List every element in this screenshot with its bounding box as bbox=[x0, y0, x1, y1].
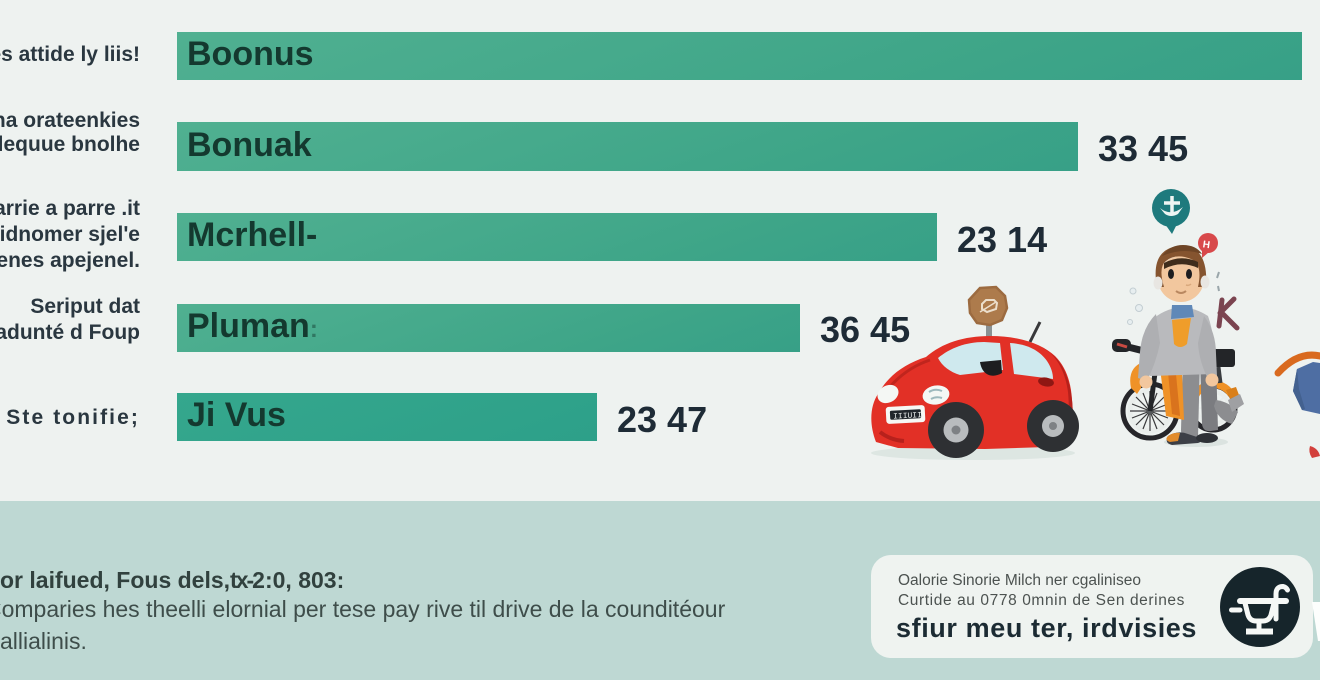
svg-text:H: H bbox=[1202, 239, 1211, 251]
svg-text:IIIUII: IIIUII bbox=[893, 411, 922, 421]
